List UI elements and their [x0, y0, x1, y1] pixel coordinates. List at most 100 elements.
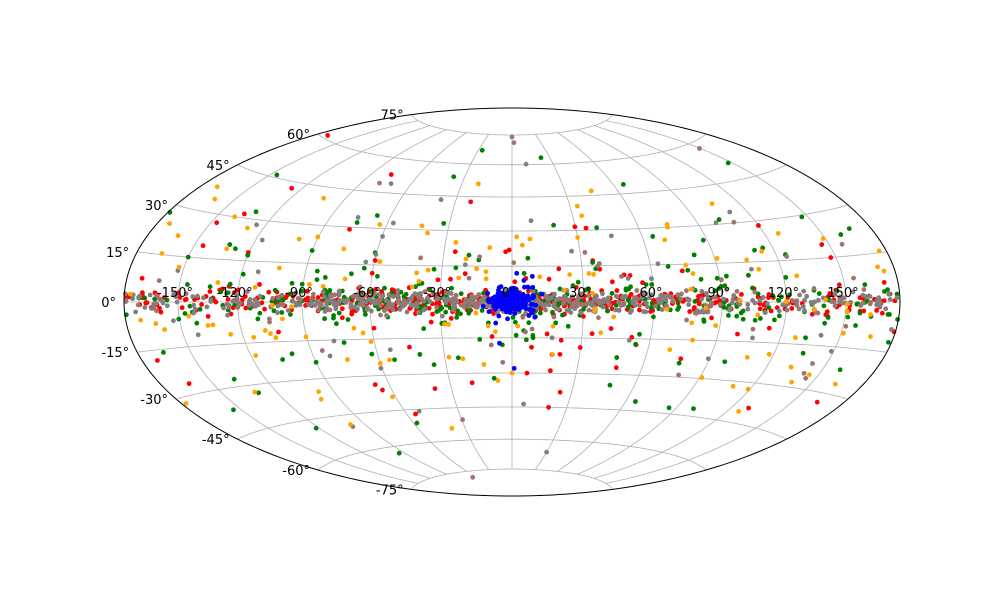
scatter-point — [727, 307, 732, 313]
scatter-point — [618, 303, 624, 308]
scatter-point — [593, 293, 599, 299]
scatter-point — [221, 305, 226, 311]
scatter-point — [468, 297, 474, 303]
scatter-point — [339, 315, 345, 321]
scatter-point — [297, 302, 303, 308]
scatter-point — [413, 411, 418, 417]
longitude-tick-label: -60° — [353, 286, 381, 301]
scatter-point — [637, 302, 643, 308]
scatter-point — [274, 172, 280, 178]
scatter-point — [838, 232, 844, 237]
scatter-point — [579, 294, 584, 299]
scatter-point — [456, 275, 462, 281]
scatter-point — [844, 308, 850, 314]
scatter-point — [382, 285, 387, 291]
scatter-point — [473, 310, 479, 316]
scatter-point — [369, 351, 375, 357]
scatter-point — [886, 339, 891, 345]
scatter-point — [845, 314, 851, 320]
scatter-point — [591, 297, 597, 303]
scatter-point — [416, 408, 422, 414]
scatter-point — [483, 269, 489, 275]
scatter-point — [441, 221, 447, 226]
scatter-point — [885, 312, 891, 317]
scatter-point — [224, 246, 230, 252]
scatter-point — [804, 293, 810, 299]
scatter-point — [718, 277, 724, 283]
scatter-point — [422, 289, 428, 295]
scatter-point — [323, 299, 329, 305]
scatter-point — [895, 317, 900, 322]
scatter-point — [832, 381, 838, 387]
scatter-point — [794, 273, 800, 279]
scatter-point — [750, 285, 755, 291]
scatter-point — [257, 293, 263, 299]
scatter-point — [700, 237, 706, 243]
scatter-point — [293, 290, 299, 296]
latitude-tick-label: 0° — [101, 296, 116, 311]
scatter-point — [549, 295, 554, 301]
scatter-point — [756, 223, 761, 228]
parallel-gridline — [237, 406, 787, 440]
scatter-point — [199, 302, 205, 307]
scatter-point — [790, 298, 796, 304]
scatter-point — [384, 313, 389, 318]
scatter-point — [322, 275, 328, 280]
scatter-point — [380, 293, 386, 299]
scatter-point — [200, 243, 206, 249]
scatter-point — [451, 174, 457, 180]
scatter-point — [496, 294, 502, 299]
scatter-point — [434, 309, 440, 315]
scatter-point — [396, 450, 402, 456]
scatter-point — [279, 310, 285, 315]
scatter-point — [614, 288, 620, 293]
scatter-point — [156, 278, 162, 284]
scatter-point — [783, 299, 789, 305]
scatter-point — [684, 317, 689, 323]
scatter-point — [460, 356, 466, 362]
scatter-point — [418, 255, 423, 261]
scatter-point — [846, 226, 852, 232]
scatter-point — [200, 295, 206, 301]
scatter-point — [600, 291, 605, 297]
scatter-point — [378, 360, 383, 366]
scatter-point — [268, 331, 273, 336]
scatter-point — [182, 311, 188, 316]
scatter-point — [770, 293, 776, 299]
scatter-point — [466, 252, 472, 258]
scatter-point — [314, 268, 320, 274]
scatter-point — [307, 282, 312, 287]
scatter-point — [659, 298, 664, 304]
latitude-tick-label: 75° — [381, 109, 404, 124]
scatter-point — [383, 306, 389, 312]
scatter-point — [868, 334, 873, 339]
scatter-point — [331, 315, 336, 321]
scatter-point — [609, 279, 615, 285]
scatter-point — [162, 327, 168, 332]
scatter-point — [231, 376, 237, 382]
scatter-point — [252, 297, 258, 302]
scatter-point — [713, 220, 719, 226]
scatter-point — [883, 306, 889, 312]
scatter-point — [529, 273, 535, 279]
scatter-point — [388, 181, 394, 187]
scatter-point — [530, 295, 536, 301]
scatter-point — [450, 307, 456, 313]
scatter-point — [619, 273, 624, 279]
scatter-point — [837, 367, 843, 373]
scatter-point — [299, 281, 305, 287]
scatter-point — [135, 302, 141, 308]
scatter-point — [468, 199, 474, 205]
scatter-point — [414, 270, 420, 276]
scatter-point — [434, 296, 440, 302]
scatter-point — [147, 292, 153, 298]
scatter-point — [183, 291, 189, 297]
scatter-point — [667, 347, 673, 353]
scatter-point — [488, 342, 494, 348]
scatter-point — [851, 275, 856, 281]
scatter-point — [553, 320, 559, 326]
scatter-point — [368, 308, 374, 314]
scatter-point — [356, 291, 362, 296]
scatter-point — [579, 213, 585, 219]
scatter-point — [455, 308, 460, 314]
